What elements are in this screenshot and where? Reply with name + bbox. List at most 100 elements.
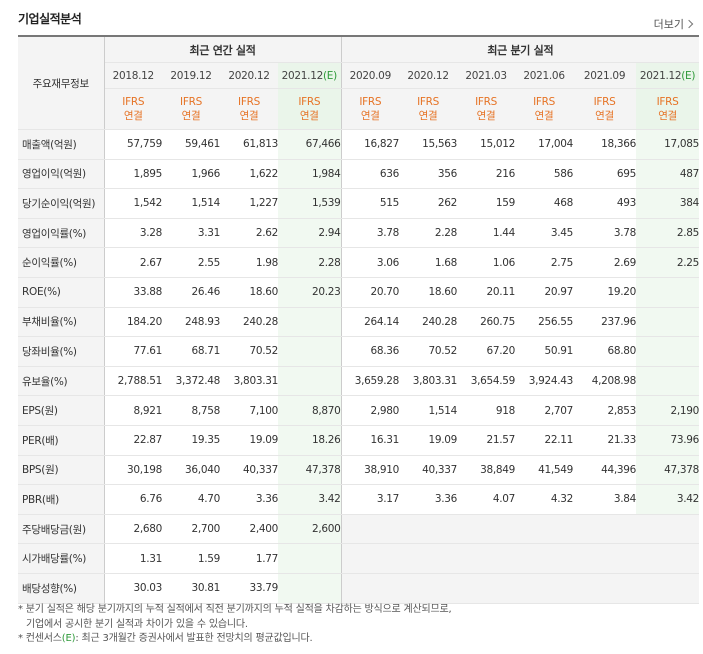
table-cell: 2.62 <box>220 217 278 249</box>
table-cell: 70.52 <box>399 336 457 367</box>
table-cell <box>278 573 342 604</box>
estimate-mark: (E) <box>61 633 76 644</box>
table-cell <box>573 573 637 604</box>
table-cell: 59,461 <box>162 129 220 160</box>
period-label: 2020.12 <box>407 69 449 82</box>
table-row: PBR(배) 6.76 4.70 3.36 3.42 3.17 3.36 4.07 4.32 3.… <box>18 484 699 515</box>
table-cell: 1,895 <box>104 159 162 190</box>
table-cell: 77.61 <box>104 336 162 367</box>
table-cell: 3,803.31 <box>220 366 278 397</box>
table-cell: 3.28 <box>104 217 162 249</box>
consolidated-label: 연결 <box>534 110 554 122</box>
table-cell: 586 <box>515 159 573 190</box>
accounting-standard: IFRS 연결 <box>457 88 516 130</box>
footnotes: * 분기 실적은 해당 분기까지의 누적 실적에서 직전 분기까지의 누적 실적… <box>18 603 452 647</box>
table-cell: 3.78 <box>573 217 636 249</box>
table-row: 시가배당률(%) 1.31 1.59 1.77 <box>18 543 700 574</box>
table-cell: 184.20 <box>104 306 162 338</box>
table-cell: 1,622 <box>220 159 278 190</box>
period-label: 2021.06 <box>523 69 565 82</box>
table-cell <box>573 513 637 545</box>
footnote-2-text: : 최근 3개월간 증권사에서 발표한 전망치의 평균값입니다. <box>75 633 313 644</box>
period-header: 2020.12 <box>399 62 458 89</box>
table-cell: 26.46 <box>162 277 220 308</box>
row-label: 주당배당금(원) <box>18 513 105 545</box>
table-cell: 57,759 <box>104 129 162 160</box>
row-label: 배당성향(%) <box>18 573 105 604</box>
table-cell: 68.80 <box>573 336 636 367</box>
table-cell: 2,788.51 <box>104 366 162 397</box>
table-cell: 67.20 <box>457 336 515 367</box>
row-label: 유보율(%) <box>18 366 105 397</box>
row-label: 당기순이익(억원) <box>18 188 105 219</box>
row-label: 시가배당률(%) <box>18 543 105 574</box>
period-header: 2020.12 <box>220 62 278 89</box>
table-cell <box>636 543 700 574</box>
table-cell: 2,600 <box>278 513 342 545</box>
table-cell: 3.78 <box>340 217 399 249</box>
table-cell: 1.98 <box>220 247 278 278</box>
table-cell: 16,827 <box>340 129 399 160</box>
table-cell <box>636 513 700 545</box>
table-cell: 1,227 <box>220 188 278 219</box>
table-cell: 15,012 <box>457 129 515 160</box>
table-row: 당좌비율(%) 77.61 68.71 70.52 68.36 70.52 67.20 50.… <box>18 336 700 367</box>
table-cell: 237.96 <box>573 306 636 338</box>
table-cell: 41,549 <box>515 455 573 486</box>
table-cell: 3.06 <box>340 247 399 278</box>
more-link[interactable]: 더보기 <box>654 16 694 32</box>
period-header: 2021.09 <box>573 62 637 89</box>
table-cell: 21.33 <box>573 425 636 456</box>
consolidated-label: 연결 <box>123 110 143 122</box>
ifrs-label: IFRS <box>238 96 260 108</box>
table-cell: 7,100 <box>220 395 278 426</box>
period-header: 2021.06 <box>515 62 574 89</box>
accounting-standard: IFRS 연결 <box>573 88 637 130</box>
table-cell: 260.75 <box>457 306 515 338</box>
table-cell: 216 <box>457 159 515 190</box>
row-label: PER(배) <box>18 425 105 456</box>
table-cell: 38,910 <box>340 455 399 486</box>
table-cell: 44,396 <box>573 455 636 486</box>
table-cell: 2.94 <box>278 217 342 249</box>
row-label: 부채비율(%) <box>18 306 105 338</box>
table-cell <box>340 513 400 545</box>
consolidated-label: 연결 <box>595 110 614 122</box>
table-cell: 493 <box>573 188 636 219</box>
period-label: 2021.12 <box>281 69 324 82</box>
row-label: PBR(배) <box>18 484 105 515</box>
table-cell: 2,700 <box>162 513 220 545</box>
table-cell: 2,190 <box>636 395 699 426</box>
table-cell: 1,514 <box>162 188 220 219</box>
table-cell: 20.70 <box>340 277 399 308</box>
table-cell: 6.76 <box>104 484 162 515</box>
table-cell: 4,208.98 <box>573 366 636 397</box>
table-cell: 15,563 <box>399 129 457 160</box>
period-header: 2020.09 <box>340 62 400 89</box>
table-cell: 4.07 <box>457 484 515 515</box>
table-row: 매출액(억원) 57,759 59,461 61,813 67,466 16,827 15,… <box>18 129 699 160</box>
period-label: 2021.03 <box>465 69 507 82</box>
table-cell: 18.60 <box>220 277 278 308</box>
table-cell: 3.17 <box>340 484 399 515</box>
table-row: 순이익률(%) 2.67 2.55 1.98 2.28 3.06 1.68 1.06 2.75 2… <box>18 247 699 278</box>
row-label-header: 주요재무정보 <box>18 35 105 130</box>
table-cell: 30.03 <box>104 573 162 604</box>
consolidated-label: 연결 <box>181 110 201 122</box>
period-header: 2021.03 <box>457 62 516 89</box>
table-cell: 240.28 <box>220 306 278 338</box>
accounting-standard: IFRS 연결 <box>636 88 700 130</box>
ifrs-label: IFRS <box>359 96 382 108</box>
table-cell: 8,921 <box>104 395 162 426</box>
table-cell: 636 <box>340 159 399 190</box>
table-cell: 487 <box>636 159 699 190</box>
table-cell: 3,924.43 <box>515 366 573 397</box>
estimate-mark: (E) <box>322 69 337 82</box>
table-row: 당기순이익(억원) 1,542 1,514 1,227 1,539 515 262 159 46… <box>18 188 699 219</box>
table-cell: 2,680 <box>104 513 162 545</box>
table-cell: 159 <box>457 188 515 219</box>
period-label: 2021.12 <box>639 69 682 82</box>
table-cell: 21.57 <box>457 425 515 456</box>
table-cell: 515 <box>340 188 399 219</box>
